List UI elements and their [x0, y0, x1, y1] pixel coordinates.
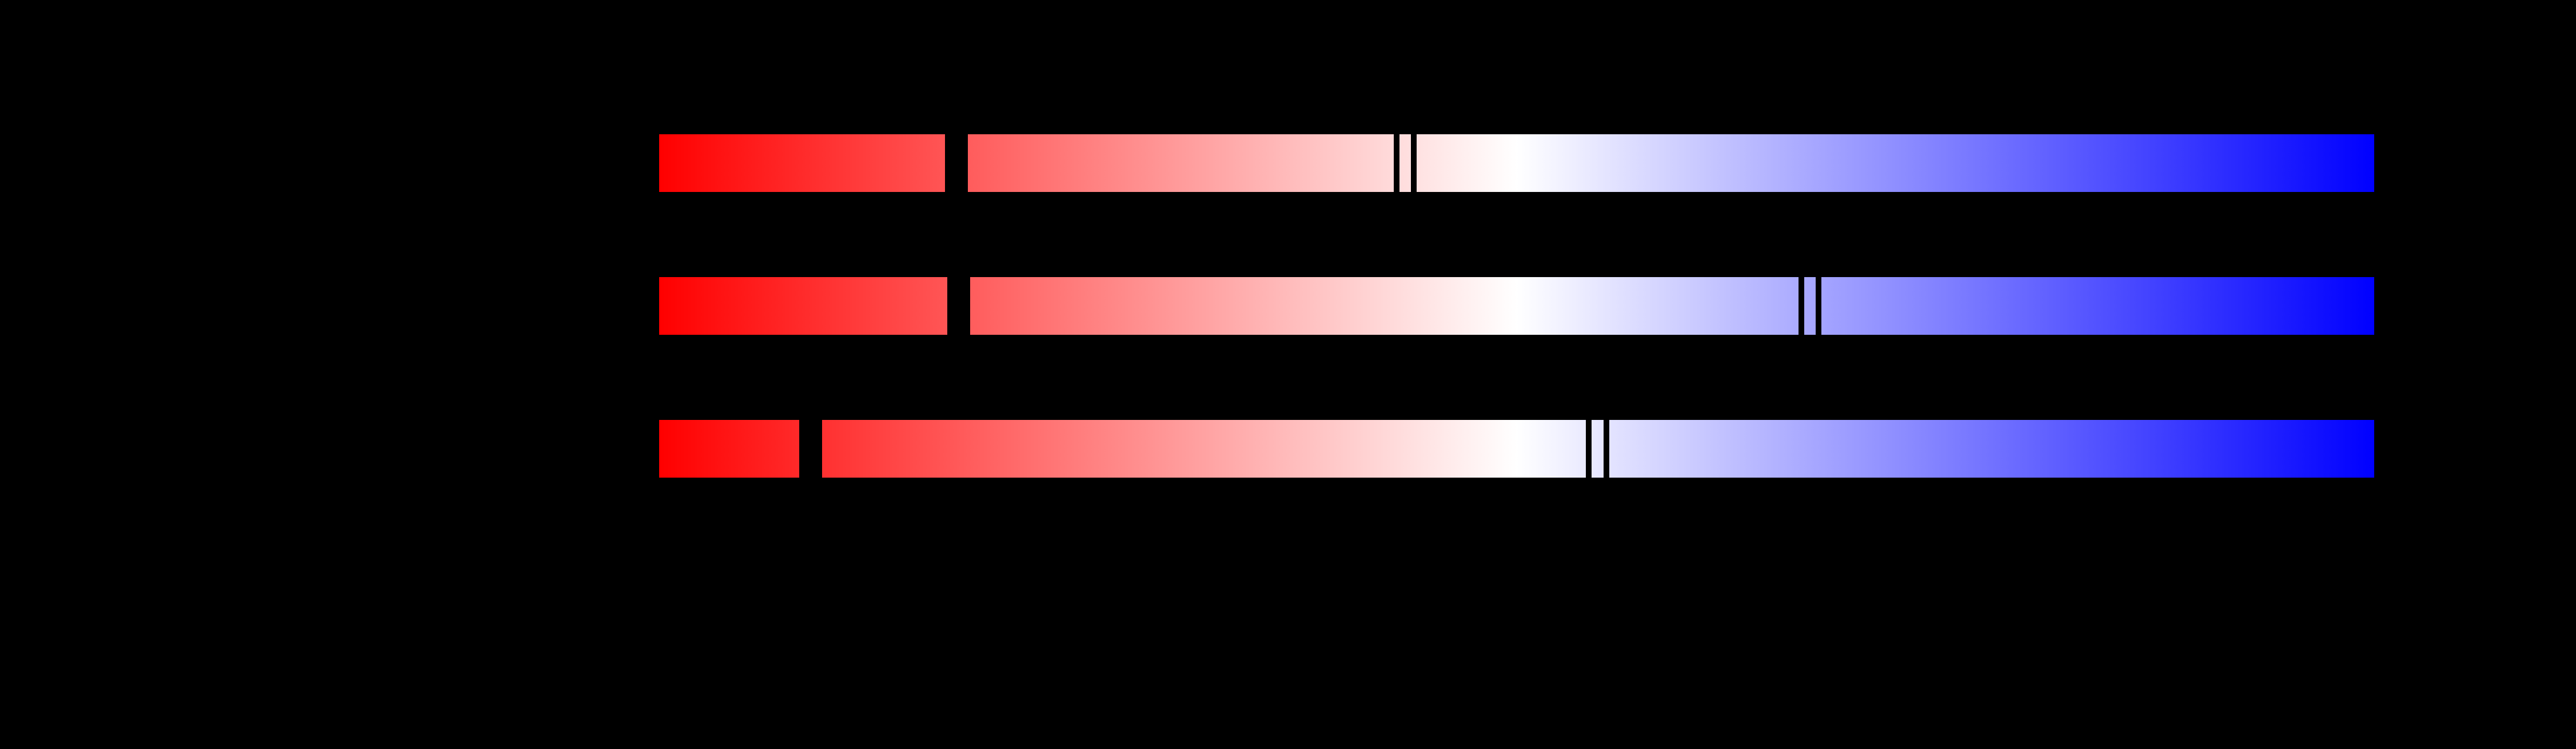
scale-break-marker-row-1	[945, 134, 968, 192]
tick-marker-2-row-2	[1815, 277, 1822, 335]
tick-marker-1-row-1	[1393, 134, 1400, 192]
tick-marker-1-row-3	[1585, 420, 1592, 478]
tick-marker-2-row-3	[1604, 420, 1609, 478]
gradient-colorbar-row-1	[659, 134, 2374, 192]
scale-break-marker-row-3	[799, 420, 822, 478]
scale-break-marker-row-2	[947, 277, 970, 335]
gradient-colorbar-row-3	[659, 420, 2374, 478]
gradient-colorbar-row-2	[659, 277, 2374, 335]
tick-marker-2-row-1	[1410, 134, 1417, 192]
tick-marker-1-row-2	[1798, 277, 1805, 335]
